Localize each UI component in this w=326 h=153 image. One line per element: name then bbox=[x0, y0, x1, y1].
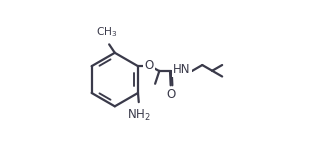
Text: CH$_3$: CH$_3$ bbox=[96, 25, 117, 39]
Text: O: O bbox=[144, 59, 154, 72]
Text: O: O bbox=[167, 88, 176, 101]
Text: HN: HN bbox=[173, 63, 191, 76]
Text: NH$_2$: NH$_2$ bbox=[127, 108, 151, 123]
